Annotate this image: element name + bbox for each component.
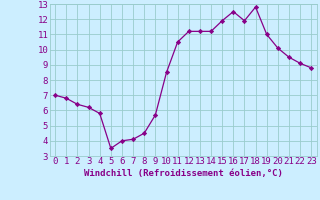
X-axis label: Windchill (Refroidissement éolien,°C): Windchill (Refroidissement éolien,°C)	[84, 169, 283, 178]
